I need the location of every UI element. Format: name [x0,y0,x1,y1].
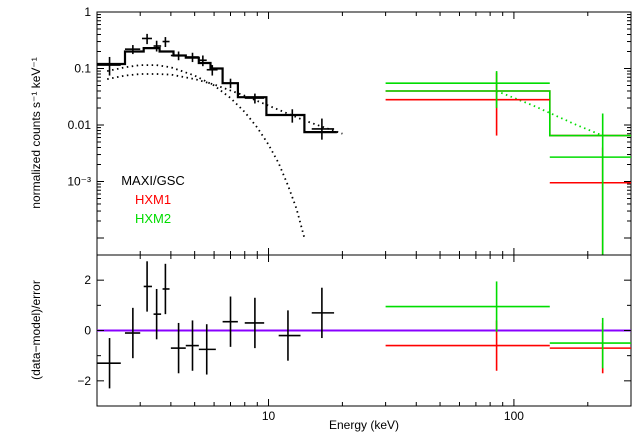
data-point-maxi-gsc [198,55,207,67]
legend-entry-hxm1: HXM1 [135,192,171,207]
model-step-hxm1 [385,90,631,137]
model-component-dotted-line [496,90,604,137]
data-point-hxm1 [385,72,550,136]
data-point-maxi-gsc [97,56,121,76]
residuals-axis-ticks: 2 0 −2 10 100 [77,254,632,423]
y-tick-label: 1 [84,5,91,19]
data-point-hxm2 [549,113,631,255]
residual-maxi-gsc [311,287,335,339]
spectrum-y-axis-label: normalized counts s⁻¹ keV⁻¹ [29,57,43,208]
residual-y-tick-label: 0 [84,324,91,338]
residual-maxi-gsc [124,307,141,359]
data-point-maxi-gsc [278,109,301,123]
data-point-maxi-gsc [124,45,141,55]
model-step-maxi-gsc [97,47,337,134]
data-point-hxm1 [549,147,631,255]
x-axis-label: Energy (keV) [329,418,399,432]
residuals-series [97,261,631,389]
data-point-maxi-gsc [222,78,238,89]
spectrum-axis-ticks: 1 0.1 0.01 10⁻³ [67,5,632,255]
residual-hxm2 [549,317,631,369]
data-point-maxi-gsc [244,93,265,104]
residual-hxm2 [385,281,550,332]
legend: MAXI/GSC HXM1 HXM2 [121,173,185,226]
data-point-maxi-gsc [141,33,152,45]
legend-entry-hxm2: HXM2 [135,211,171,226]
data-point-maxi-gsc [170,51,186,61]
residual-maxi-gsc [162,263,170,315]
residuals-panel: 2 0 −2 10 100 (data−model)/error Energy (keV… [29,254,632,432]
data-point-maxi-gsc [153,40,162,52]
residual-maxi-gsc [153,288,162,340]
x-tick-label: 100 [504,409,524,423]
residual-y-tick-label: 2 [84,273,91,287]
residual-hxm1 [385,320,550,371]
spectrum-series [97,33,631,255]
data-point-maxi-gsc [185,52,199,63]
x-tick-label: 10 [262,409,276,423]
residual-maxi-gsc [198,324,216,375]
residuals-y-axis-label: (data−model)/error [29,280,43,380]
legend-entry-maxi-gsc: MAXI/GSC [121,173,185,188]
y-tick-label: 10⁻³ [67,174,91,188]
model-step-hxm2 [385,90,631,137]
residual-maxi-gsc [244,297,265,349]
residual-maxi-gsc [97,338,121,389]
spectrum-panel: 1 0.1 0.01 10⁻³ normalized counts s⁻¹ keV⁻¹… [29,5,632,256]
y-tick-label: 0.01 [68,118,92,132]
residual-maxi-gsc [222,296,238,347]
residual-maxi-gsc [170,322,186,374]
data-point-hxm2 [385,71,550,108]
data-point-maxi-gsc [162,37,170,48]
residual-y-tick-label: −2 [77,374,91,388]
y-tick-label: 0.1 [74,61,91,75]
residual-maxi-gsc [185,320,199,371]
data-point-maxi-gsc [206,65,218,76]
residual-maxi-gsc [143,261,152,312]
data-point-maxi-gsc [311,118,335,140]
residual-maxi-gsc [278,310,301,361]
spectrum-plot-frame [96,11,632,256]
